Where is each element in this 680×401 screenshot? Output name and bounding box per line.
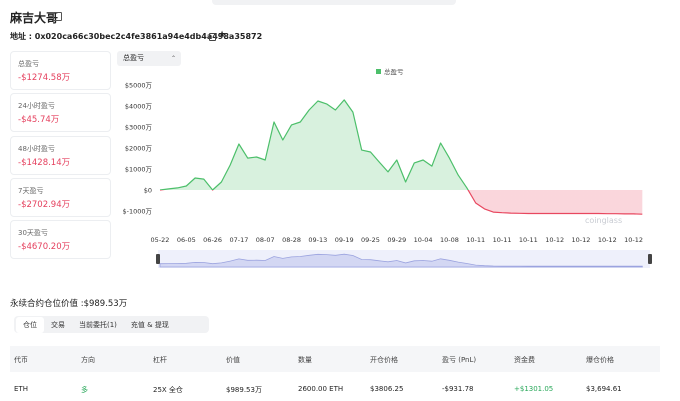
stat-label: 总盈亏 <box>18 60 39 68</box>
table-header <box>10 346 660 372</box>
tab[interactable]: 仓位 <box>16 316 44 333</box>
edit-icon[interactable] <box>53 12 62 21</box>
x-tick-label: 10-12 <box>572 236 591 244</box>
navigator-handle[interactable] <box>648 254 652 264</box>
stat-label: 30天盈亏 <box>18 229 48 237</box>
table-cell: 多 <box>81 386 88 394</box>
table-cell: +$1301.05 <box>514 385 554 393</box>
column-header: 方向 <box>81 356 95 364</box>
x-tick-label: 10-12 <box>598 236 617 244</box>
x-tick-label: 10-04 <box>414 236 433 244</box>
column-header: 代币 <box>14 356 28 364</box>
stat-value: -$1428.14万 <box>18 158 71 168</box>
table-cell: $989.53万 <box>226 386 262 394</box>
x-tick-label: 10-11 <box>519 236 538 244</box>
navigator-handle[interactable] <box>156 254 160 264</box>
legend-label: 总盈亏 <box>384 67 404 76</box>
table-cell: $3,694.61 <box>586 385 622 393</box>
position-value: 永续合约仓位价值 :$989.53万 <box>10 299 128 309</box>
x-tick-label: 06-26 <box>203 236 222 244</box>
x-tick-label: 08-28 <box>282 236 301 244</box>
x-tick-label: 05-22 <box>151 236 170 244</box>
x-tick-label: 09-19 <box>335 236 354 244</box>
x-tick-label: 09-29 <box>387 236 406 244</box>
y-tick-label: $5000万 <box>125 82 153 90</box>
stat-value: -$45.74万 <box>18 115 60 125</box>
x-tick-label: 09-25 <box>361 236 380 244</box>
column-header: 爆仓价格 <box>586 356 614 364</box>
column-header: 资金费 <box>514 356 535 364</box>
x-tick-label: 07-17 <box>229 236 248 244</box>
stat-value: -$4670.20万 <box>18 242 71 252</box>
navigator-area <box>159 253 643 268</box>
tabs: 仓位 交易 当前委托(1) 充值 & 提现 <box>14 316 209 333</box>
x-tick-label: 10-11 <box>466 236 485 244</box>
x-tick-label: 10-12 <box>624 236 643 244</box>
table-cell: ETH <box>14 385 28 393</box>
stat-card: 48小时盈亏 -$1428.14万 <box>10 136 111 175</box>
watermark: coinglass <box>585 216 622 225</box>
copy-icon[interactable] <box>209 33 216 41</box>
column-header: 价值 <box>226 356 240 364</box>
stat-card: 7天盈亏 -$2702.94万 <box>10 178 111 217</box>
legend-swatch <box>376 69 381 74</box>
column-header: 数量 <box>298 356 312 364</box>
stat-card: 30天盈亏 -$4670.20万 <box>10 220 111 259</box>
x-tick-label: 10-11 <box>493 236 512 244</box>
x-tick-label: 10-12 <box>545 236 564 244</box>
y-tick-label: $-1000万 <box>122 208 152 216</box>
y-tick-label: $0 <box>144 187 152 195</box>
tab[interactable]: 当前委托(1) <box>79 320 117 329</box>
dropdown[interactable]: 总盈亏 <box>117 51 181 66</box>
column-header: 盈亏 (PnL) <box>442 356 477 364</box>
chart: 总盈亏 $5000万 $4000万 $3000万 $2000万 $1000万 $0 $-100… <box>122 67 652 268</box>
stat-card: 总盈亏 -$1274.58万 <box>10 51 111 90</box>
column-header: 杠杆 <box>153 356 167 364</box>
column-header: 开仓价格 <box>370 356 398 364</box>
x-tick-label: 08-07 <box>256 236 275 244</box>
table-cell: -$931.78 <box>442 385 474 393</box>
stat-label: 24小时盈亏 <box>18 102 55 110</box>
stat-label: 48小时盈亏 <box>18 145 55 153</box>
y-tick-label: $1000万 <box>125 166 153 174</box>
line <box>159 99 643 215</box>
stat-card: 24小时盈亏 -$45.74万 <box>10 93 111 132</box>
stat-value: -$1274.58万 <box>18 73 71 83</box>
y-tick-label: $4000万 <box>125 103 153 111</box>
tab[interactable]: 充值 & 提现 <box>130 320 169 329</box>
y-tick-label: $3000万 <box>125 124 153 132</box>
star-icon[interactable]: ★ <box>218 30 227 40</box>
stat-value: -$2702.94万 <box>18 200 71 210</box>
x-tick-label: 09-13 <box>308 236 327 244</box>
table-cell: 2600.00 ETH <box>298 385 344 393</box>
table-cell: 25X 全仓 <box>153 386 183 394</box>
stat-label: 7天盈亏 <box>18 187 44 195</box>
x-tick-label: 10-08 <box>440 236 459 244</box>
x-tick-label: 06-05 <box>177 236 196 244</box>
search-bar[interactable] <box>212 0 456 5</box>
address: 地址 : 0x020ca66c30bec2c4fe3861a94e4db4a49… <box>10 32 263 41</box>
title: 麻吉大哥 <box>10 11 59 25</box>
y-tick-label: $2000万 <box>125 145 153 153</box>
table-cell: $3806.25 <box>370 385 404 393</box>
area <box>160 99 643 215</box>
tab[interactable]: 交易 <box>51 320 65 329</box>
